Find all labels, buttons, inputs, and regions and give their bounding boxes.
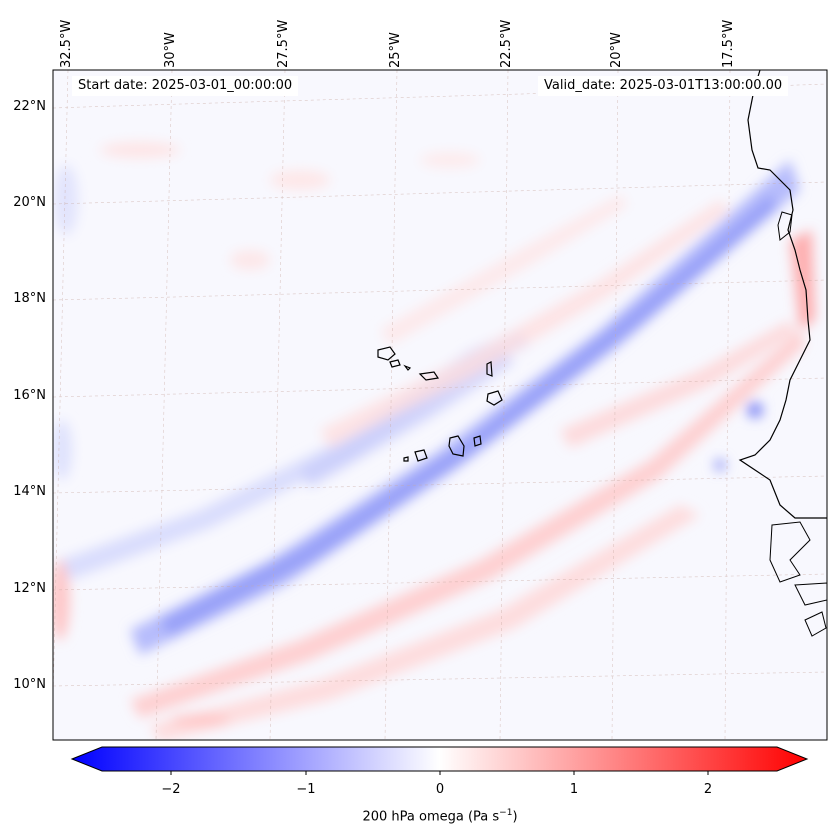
colorbar-tick: 2 — [703, 782, 713, 797]
lon-label: 30°W — [163, 32, 178, 68]
lat-label: 12°N — [13, 581, 46, 596]
colorbar-label: 200 hPa omega (Pa s−1) — [362, 808, 518, 825]
lon-label: 20°W — [609, 32, 624, 68]
coastline-africa — [738, 70, 827, 519]
lat-label: 20°N — [13, 195, 46, 210]
colorbar-tick: −2 — [161, 782, 181, 797]
lat-label: 22°N — [13, 99, 46, 114]
lat-label: 10°N — [13, 677, 46, 692]
colorbar — [70, 746, 809, 775]
lon-label: 17.5°W — [721, 19, 736, 68]
cabo-verde-islands — [377, 346, 503, 462]
omega-field — [53, 142, 815, 740]
lon-label: 25°W — [388, 32, 403, 68]
lat-label: 14°N — [13, 484, 46, 499]
colorbar-tick: 0 — [435, 782, 445, 797]
lon-label: 32.5°W — [59, 19, 74, 68]
coastline-senegal — [769, 521, 811, 583]
lon-label: 22.5°W — [499, 19, 514, 68]
colorbar-tick: 1 — [569, 782, 579, 797]
start-date-label: Start date: 2025-03-01_00:00:00 — [72, 76, 299, 96]
colorbar-tick: −1 — [296, 782, 316, 797]
lon-label: 27.5°W — [276, 19, 291, 68]
valid-date-label: Valid_date: 2025-03-01T13:00:00.00 — [538, 76, 789, 96]
lat-label: 18°N — [13, 291, 46, 306]
colorbar-bar — [70, 746, 809, 772]
graticule — [53, 70, 827, 740]
lat-label: 16°N — [13, 388, 46, 403]
map-frame — [52, 69, 828, 741]
